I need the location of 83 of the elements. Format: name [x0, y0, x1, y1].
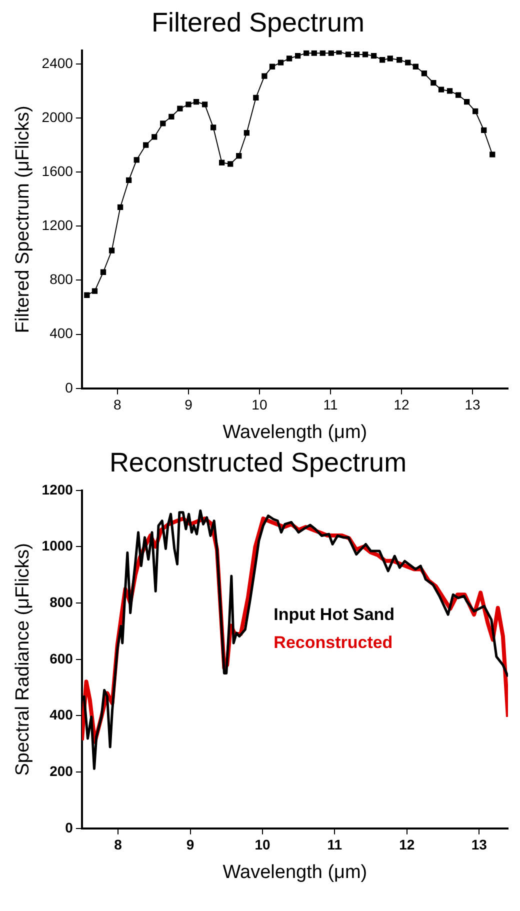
- y-tick-label: 400: [50, 325, 74, 342]
- x-axis-title: Wavelength (μm): [222, 422, 368, 443]
- x-axis-title: Wavelength (μm): [222, 862, 368, 883]
- y-tick-label: 0: [65, 379, 74, 396]
- y-axis-title: Spectral Radiance (μFlicks): [12, 543, 34, 776]
- point: [405, 60, 411, 66]
- chart-title: Reconstructed Spectrum: [109, 448, 407, 478]
- y-tick-label: 2000: [42, 108, 74, 125]
- point: [244, 130, 250, 136]
- point: [143, 142, 149, 148]
- y-tick-label: 800: [50, 271, 74, 288]
- x-tick-label: 13: [464, 396, 480, 413]
- series-label: Input Hot Sand: [274, 605, 395, 624]
- y-tick-label: 400: [50, 706, 74, 723]
- x-tick-label: 9: [184, 396, 193, 413]
- y-tick-label: 1200: [42, 217, 74, 234]
- x-tick-label: 9: [186, 836, 194, 853]
- y-tick-label: 200: [50, 762, 74, 779]
- point: [236, 153, 242, 159]
- x-tick-label: 13: [471, 836, 488, 853]
- point: [168, 114, 174, 120]
- point: [253, 94, 259, 101]
- point: [455, 92, 462, 98]
- point: [304, 50, 310, 56]
- point: [84, 292, 90, 298]
- point: [481, 127, 487, 133]
- point: [278, 60, 284, 66]
- point: [186, 102, 192, 108]
- point: [228, 161, 234, 167]
- x-tick-label: 11: [323, 396, 338, 413]
- point: [160, 120, 166, 126]
- point: [328, 50, 334, 56]
- y-tick-label: 1600: [42, 162, 74, 179]
- x-tick-label: 10: [254, 836, 270, 853]
- y-tick-label: 0: [65, 819, 74, 836]
- point: [412, 64, 419, 70]
- x-tick-label: 11: [327, 836, 342, 853]
- point: [446, 88, 453, 94]
- point: [134, 157, 140, 163]
- y-tick-label: 800: [50, 594, 74, 610]
- point: [219, 160, 225, 166]
- point: [354, 52, 360, 58]
- point: [117, 204, 124, 210]
- y-tick-label: 1000: [42, 538, 74, 554]
- x-tick-label: 12: [399, 836, 415, 853]
- y-tick-label: 1200: [42, 481, 74, 498]
- point: [294, 52, 301, 59]
- point: [421, 70, 428, 76]
- point: [379, 57, 386, 63]
- x-tick-label: 10: [252, 396, 268, 413]
- x-tick-label: 12: [394, 396, 410, 413]
- point: [320, 50, 326, 56]
- point: [193, 98, 200, 105]
- point: [286, 56, 292, 62]
- point: [152, 134, 158, 140]
- point: [396, 57, 402, 63]
- point: [311, 50, 317, 56]
- y-tick-label: 2400: [42, 54, 74, 71]
- point: [108, 248, 115, 254]
- point: [269, 64, 276, 70]
- point: [464, 98, 470, 105]
- point: [262, 73, 268, 79]
- series-label: Reconstructed: [274, 633, 393, 652]
- point: [387, 56, 393, 62]
- point: [345, 52, 352, 58]
- point: [362, 52, 368, 58]
- point: [490, 152, 496, 158]
- point: [472, 108, 478, 114]
- y-axis-title: Filtered Spectrum (μFlicks): [12, 106, 34, 334]
- chart-title: Filtered Spectrum: [151, 8, 365, 38]
- x-tick-label: 8: [114, 836, 122, 853]
- point: [438, 86, 444, 92]
- x-tick-label: 8: [114, 396, 122, 413]
- point: [336, 50, 342, 55]
- point: [100, 269, 106, 275]
- point: [177, 106, 183, 112]
- point: [202, 102, 208, 108]
- point: [126, 177, 132, 184]
- point: [92, 288, 98, 294]
- point: [370, 52, 377, 59]
- point: [210, 124, 216, 130]
- y-tick-label: 600: [50, 650, 74, 666]
- point: [430, 80, 436, 86]
